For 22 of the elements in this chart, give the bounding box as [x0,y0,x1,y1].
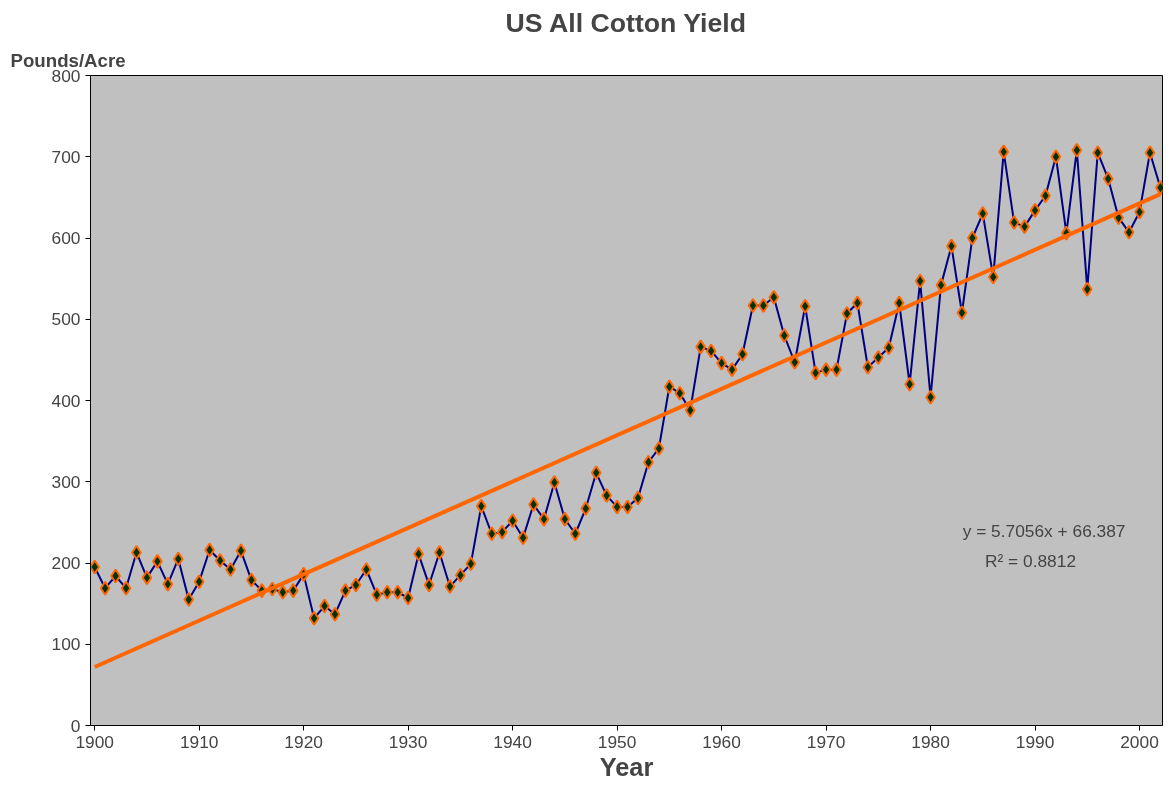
y-tick-label: 700 [51,146,81,167]
x-tick-label: 1940 [493,731,532,752]
y-axis-title: Pounds/Acre [10,49,126,71]
x-tick-label: 2000 [1120,731,1159,752]
y-tick-label: 500 [51,309,81,330]
annotation: y = 5.7056x + 66.387 [962,520,1126,541]
annotation: R² = 0.8812 [984,550,1077,571]
x-tick-label: 1960 [702,731,741,752]
x-tick-label: 1990 [1015,731,1055,752]
y-tick-label: 100 [51,634,81,655]
x-tick-label: 1920 [284,731,323,752]
x-tick-label: 1970 [806,731,846,752]
y-tick-label: 300 [51,471,81,492]
x-tick-label: 1980 [911,731,950,752]
y-tick-label: 200 [51,553,81,573]
chart-title: US All Cotton Yield [505,7,746,38]
y-tick-label: 400 [51,390,81,411]
x-tick-label: 1930 [388,731,428,752]
y-tick-label: 600 [51,228,81,248]
x-tick-label: 1910 [179,731,219,752]
x-tick-label: 1950 [597,731,637,752]
x-axis-title: Year [599,752,654,781]
